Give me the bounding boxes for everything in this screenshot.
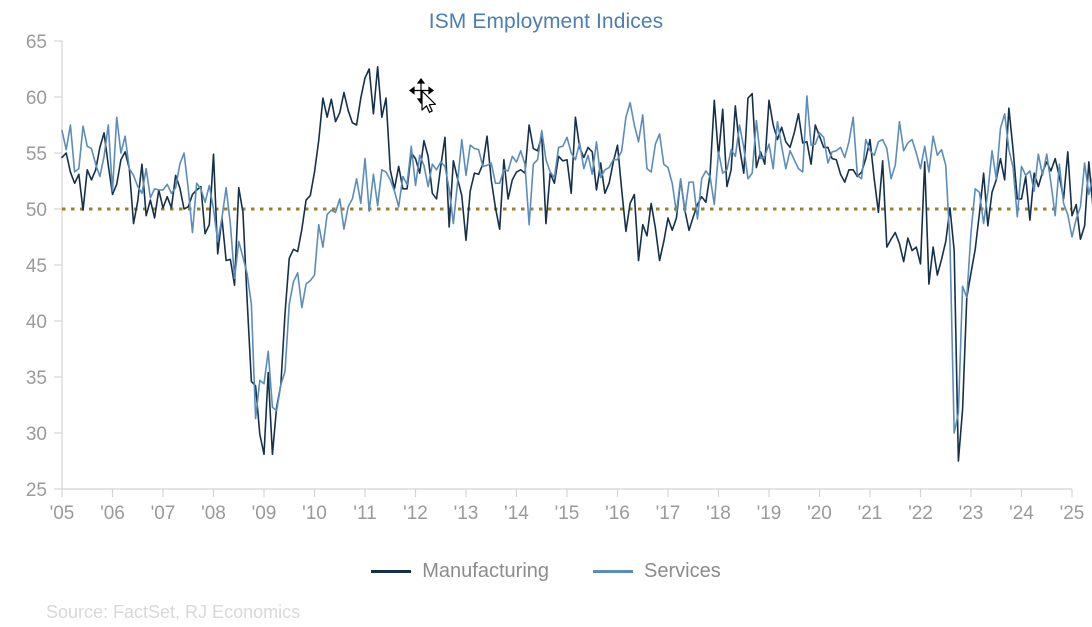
- svg-text:35: 35: [26, 368, 47, 389]
- svg-text:'16: '16: [605, 503, 630, 524]
- svg-text:'10: '10: [302, 503, 327, 524]
- legend-label-manufacturing: Manufacturing: [422, 560, 550, 582]
- svg-text:'13: '13: [454, 503, 479, 524]
- svg-text:'06: '06: [100, 503, 125, 524]
- svg-text:'25: '25: [1060, 503, 1085, 524]
- series-lines: [61, 65, 1092, 462]
- svg-text:'12: '12: [403, 503, 428, 524]
- legend-item-services[interactable]: Services: [593, 560, 721, 583]
- legend-item-manufacturing[interactable]: Manufacturing: [371, 560, 549, 583]
- svg-text:40: 40: [26, 312, 47, 333]
- svg-text:25: 25: [26, 480, 47, 501]
- svg-text:'14: '14: [504, 503, 529, 524]
- chart-title: ISM Employment Indices: [428, 10, 664, 33]
- svg-text:'11: '11: [353, 503, 376, 524]
- svg-text:60: 60: [26, 88, 47, 109]
- svg-text:'19: '19: [757, 503, 782, 524]
- x-axis: '05 '06 '07 '08 '09 '10 '11 '12 '13 '14 '15 '16 '17 '…: [50, 488, 1085, 524]
- svg-text:'18: '18: [706, 503, 731, 524]
- svg-text:55: 55: [26, 144, 47, 165]
- y-axis: 25 30 35 40 45 50 55 60 65: [26, 32, 63, 501]
- series-line-manufacturing: [61, 65, 1092, 462]
- svg-text:45: 45: [26, 256, 47, 277]
- svg-text:65: 65: [26, 32, 47, 53]
- svg-text:'24: '24: [1009, 503, 1034, 524]
- source-note: Source: FactSet, RJ Economics: [46, 602, 301, 622]
- svg-text:'22: '22: [908, 503, 933, 524]
- svg-text:'17: '17: [656, 503, 681, 524]
- svg-text:'08: '08: [201, 503, 226, 524]
- legend-swatch-services: [593, 570, 634, 573]
- svg-text:'05: '05: [50, 503, 75, 524]
- series-line-services: [61, 95, 1092, 434]
- svg-text:'07: '07: [151, 503, 176, 524]
- svg-text:50: 50: [26, 200, 47, 221]
- svg-text:'15: '15: [555, 503, 580, 524]
- chart-legend: Manufacturing Services: [0, 560, 1092, 583]
- svg-text:'20: '20: [807, 503, 832, 524]
- svg-text:30: 30: [26, 424, 47, 445]
- svg-text:'23: '23: [959, 503, 984, 524]
- svg-text:'09: '09: [252, 503, 277, 524]
- legend-label-services: Services: [644, 560, 721, 582]
- svg-text:'21: '21: [858, 503, 883, 524]
- legend-swatch-manufacturing: [371, 570, 412, 573]
